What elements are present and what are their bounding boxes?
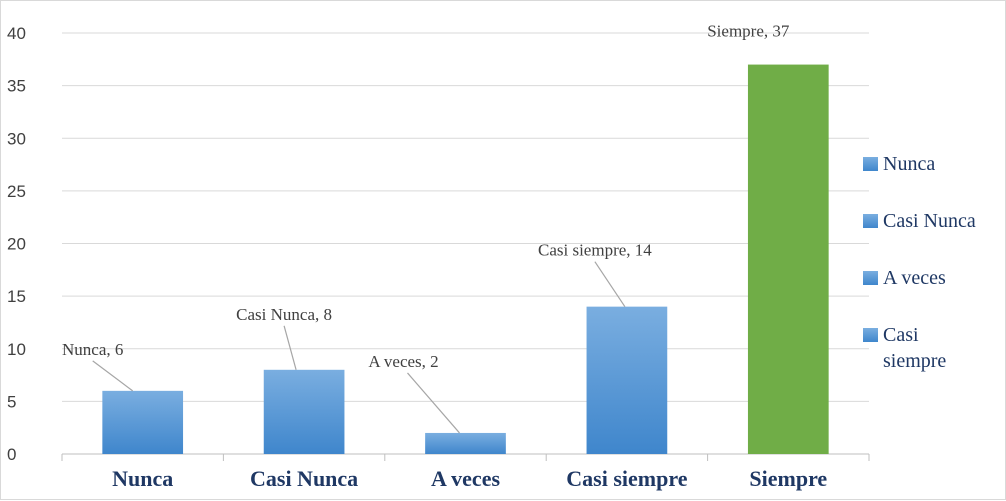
legend-label: siempre [883, 350, 946, 372]
x-tick-label: Casi Nunca [250, 466, 358, 491]
y-tick-label: 40 [7, 24, 26, 43]
data-label: Casi Nunca, 8 [236, 305, 332, 324]
y-tick-label: 25 [7, 182, 26, 201]
bar-nunca [102, 390, 184, 454]
y-tick-label: 0 [7, 445, 16, 464]
x-tick-label: A veces [431, 466, 500, 491]
legend-label: Nunca [883, 153, 935, 175]
y-tick-label: 5 [7, 392, 16, 411]
legend-label: Casi [883, 324, 919, 346]
gridlines [62, 32, 869, 455]
data-label: Siempre, 37 [707, 22, 790, 41]
bar-siempre [747, 64, 829, 454]
bars [102, 64, 829, 454]
data-label: Casi siempre, 14 [538, 241, 652, 260]
data-labels: Nunca, 6 Casi Nunca, 8 A veces, 2 Casi siem… [62, 22, 790, 434]
x-tick-label: Casi siempre [566, 466, 687, 491]
x-tick-label: Nunca [112, 466, 173, 491]
x-tick-label: Siempre [749, 466, 827, 491]
y-tick-label: 20 [7, 235, 26, 254]
y-tick-label: 15 [7, 287, 26, 306]
data-label: A veces, 2 [368, 352, 438, 371]
legend-swatch [863, 271, 878, 285]
data-label-leader [283, 325, 297, 370]
legend-label: A veces [883, 267, 946, 289]
legend: Nunca Casi Nunca A veces Casi siempre [863, 153, 976, 372]
legend-swatch [863, 328, 878, 342]
data-label: Nunca, 6 [62, 340, 123, 359]
legend-swatch [863, 214, 878, 228]
legend-label: Casi Nunca [883, 210, 976, 232]
data-label-leader [407, 372, 460, 434]
data-label-leader [92, 360, 134, 392]
bar-casi-siempre [586, 306, 668, 454]
bar-a-veces [425, 432, 506, 454]
data-label-leader [594, 261, 626, 307]
bar-casi-nunca [263, 369, 345, 454]
y-tick-label: 30 [7, 129, 26, 148]
y-tick-label: 10 [7, 340, 26, 359]
y-tick-label: 35 [7, 77, 26, 96]
legend-swatch [863, 157, 878, 171]
